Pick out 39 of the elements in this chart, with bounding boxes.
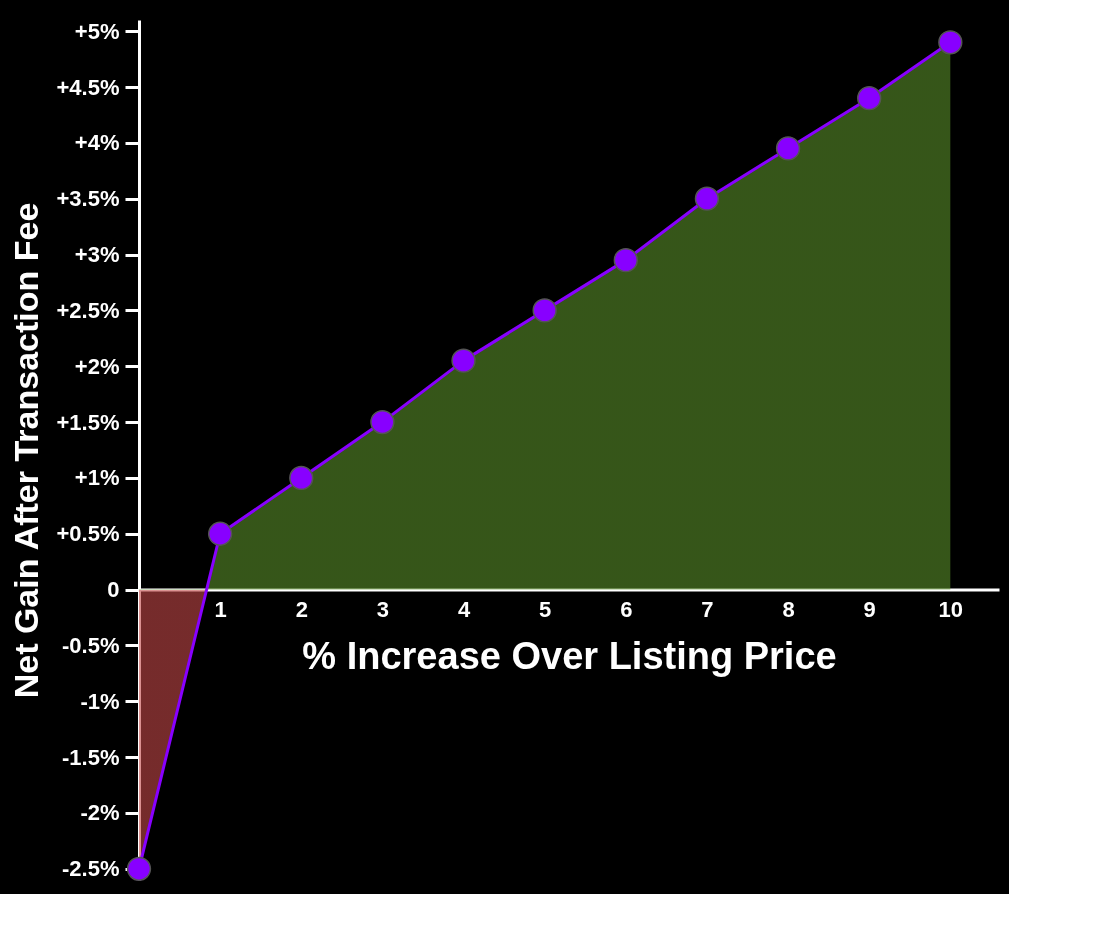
point: [207, 521, 233, 546]
point: [775, 136, 801, 161]
x-tick-label: 8: [782, 597, 795, 623]
x-tick-label: 5: [539, 597, 552, 623]
y-tick-label: +4.5%: [56, 74, 120, 100]
y-axis-title: Net Gain After Transaction Fee: [6, 202, 45, 699]
point: [694, 186, 720, 211]
y-tick-label: +5%: [74, 18, 120, 44]
x-tick-label: 7: [701, 597, 714, 623]
point: [289, 465, 314, 491]
y-tick-label: +1%: [74, 465, 120, 491]
point: [451, 348, 476, 373]
point: [938, 30, 963, 55]
y-tick-label: 0: [107, 577, 120, 603]
y-tick-label: -2%: [80, 800, 120, 826]
y-tick-label: -2.5%: [62, 856, 120, 882]
point: [370, 409, 395, 435]
y-tick-label: -0.5%: [62, 632, 120, 658]
point: [613, 248, 638, 273]
point: [126, 856, 152, 881]
x-tick-label: 2: [295, 597, 308, 623]
x-tick-label: 3: [376, 597, 390, 623]
x-axis-title: % Increase Over Listing Price: [302, 635, 837, 678]
y-tick-label: +0.5%: [56, 521, 120, 547]
x-tick-label: 6: [620, 597, 633, 623]
x-tick-label: 4: [457, 597, 471, 623]
y-tick-label: -1%: [80, 688, 120, 714]
y-tick-label: +3.5%: [56, 186, 120, 212]
point: [532, 298, 557, 323]
x-tick-label: 10: [938, 597, 964, 623]
y-tick-label: +4%: [74, 130, 120, 156]
y-tick-label: -1.5%: [62, 744, 120, 770]
y-tick-label: +1.5%: [56, 409, 120, 435]
x-tick-label: 9: [863, 597, 876, 623]
y-tick-label: +2%: [74, 353, 120, 379]
point: [857, 86, 882, 111]
y-tick-label: +2.5%: [56, 297, 120, 323]
x-tick-label: 1: [214, 597, 227, 623]
y-tick-label: +3%: [74, 242, 120, 268]
